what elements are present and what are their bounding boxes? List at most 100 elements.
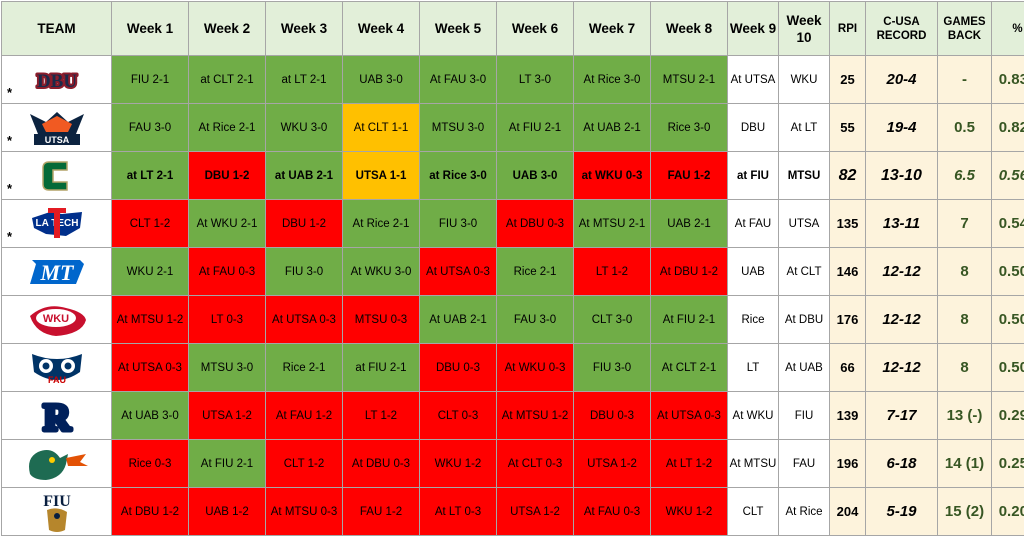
week-7-result: At FAU 0-3 — [574, 488, 651, 536]
week-2-result: At FAU 0-3 — [189, 248, 266, 296]
team-cell — [2, 440, 112, 488]
win-pct-value: 0.250 — [992, 440, 1024, 488]
week-5-result: CLT 0-3 — [420, 392, 497, 440]
record-value: 12-12 — [866, 248, 938, 296]
rpi-value: 55 — [830, 104, 866, 152]
team-cell: FAU — [2, 344, 112, 392]
svg-text:FIU: FIU — [43, 493, 71, 510]
week-8-result: WKU 1-2 — [651, 488, 728, 536]
header-week-1: Week 1 — [112, 2, 189, 56]
svg-text:FAU: FAU — [48, 375, 66, 385]
week-6-result: At WKU 0-3 — [497, 344, 574, 392]
week-4-result: At Rice 2-1 — [343, 200, 420, 248]
week-5-result: at Rice 3-0 — [420, 152, 497, 200]
games-back-value: 13 (-) — [938, 392, 992, 440]
week-7-result: At MTSU 2-1 — [574, 200, 651, 248]
week-6-result: LT 3-0 — [497, 56, 574, 104]
week-5-result: FIU 3-0 — [420, 200, 497, 248]
week-7-result: FIU 3-0 — [574, 344, 651, 392]
week-1-result: At UAB 3-0 — [112, 392, 189, 440]
games-back-value: 0.5 — [938, 104, 992, 152]
header-week-10: Week 10 — [779, 2, 830, 56]
rpi-value: 25 — [830, 56, 866, 104]
team-logo-r-icon: RR — [37, 396, 77, 436]
week-6-result: UAB 3-0 — [497, 152, 574, 200]
games-back-value: 7 — [938, 200, 992, 248]
svg-text:MT: MT — [39, 260, 75, 285]
week-2-result: At Rice 2-1 — [189, 104, 266, 152]
clinched-marker: * — [7, 133, 12, 148]
rpi-value: 139 — [830, 392, 866, 440]
week-7-result: CLT 3-0 — [574, 296, 651, 344]
team-cell: UTSA * — [2, 104, 112, 152]
rpi-value: 146 — [830, 248, 866, 296]
week-6-result: UTSA 1-2 — [497, 488, 574, 536]
header-week-2: Week 2 — [189, 2, 266, 56]
week-5-result: DBU 0-3 — [420, 344, 497, 392]
week-5-result: WKU 1-2 — [420, 440, 497, 488]
record-value: 12-12 — [866, 296, 938, 344]
rpi-value: 135 — [830, 200, 866, 248]
header-week-8: Week 8 — [651, 2, 728, 56]
win-pct-value: 0.500 — [992, 344, 1024, 392]
week-7-result: LT 1-2 — [574, 248, 651, 296]
svg-text:UTSA: UTSA — [44, 135, 69, 145]
team-cell: WKU — [2, 296, 112, 344]
week-8-result: Rice 3-0 — [651, 104, 728, 152]
week-6-result: At MTSU 1-2 — [497, 392, 574, 440]
week-3-result: At MTSU 0-3 — [266, 488, 343, 536]
week-10-opponent: At Rice — [779, 488, 830, 536]
week-9-opponent: Rice — [728, 296, 779, 344]
week-10-opponent: WKU — [779, 56, 830, 104]
games-back-value: 6.5 — [938, 152, 992, 200]
week-4-result: LT 1-2 — [343, 392, 420, 440]
rpi-value: 66 — [830, 344, 866, 392]
team-cell: FIU — [2, 488, 112, 536]
week-2-result: LT 0-3 — [189, 296, 266, 344]
record-value: 19-4 — [866, 104, 938, 152]
week-2-result: UAB 1-2 — [189, 488, 266, 536]
week-4-result: At WKU 3-0 — [343, 248, 420, 296]
week-4-result: At DBU 0-3 — [343, 440, 420, 488]
week-5-result: MTSU 3-0 — [420, 104, 497, 152]
week-10-opponent: At DBU — [779, 296, 830, 344]
header-week-4: Week 4 — [343, 2, 420, 56]
clinched-marker: * — [7, 181, 12, 196]
week-3-result: FIU 3-0 — [266, 248, 343, 296]
week-7-result: At Rice 3-0 — [574, 56, 651, 104]
games-back-value: - — [938, 56, 992, 104]
svg-text:DBU: DBU — [36, 71, 76, 92]
week-4-result: FAU 1-2 — [343, 488, 420, 536]
week-1-result: FAU 3-0 — [112, 104, 189, 152]
win-pct-value: 0.833 — [992, 56, 1024, 104]
week-7-result: At UAB 2-1 — [574, 104, 651, 152]
win-pct-value: 0.292 — [992, 392, 1024, 440]
team-cell: MT — [2, 248, 112, 296]
week-6-result: At FIU 2-1 — [497, 104, 574, 152]
header-week-9: Week 9 — [728, 2, 779, 56]
team-logo-mt-icon: MT — [26, 254, 88, 290]
record-value: 12-12 — [866, 344, 938, 392]
week-3-result: at UAB 2-1 — [266, 152, 343, 200]
team-logo-fau-icon: FAU — [26, 348, 88, 388]
games-back-value: 8 — [938, 344, 992, 392]
week-10-opponent: FAU — [779, 440, 830, 488]
week-7-result: DBU 0-3 — [574, 392, 651, 440]
week-5-result: At LT 0-3 — [420, 488, 497, 536]
rpi-value: 176 — [830, 296, 866, 344]
header-week-3: Week 3 — [266, 2, 343, 56]
rpi-value: 204 — [830, 488, 866, 536]
week-8-result: At DBU 1-2 — [651, 248, 728, 296]
header-record: C-USA RECORD — [866, 2, 938, 56]
week-1-result: WKU 2-1 — [112, 248, 189, 296]
week-3-result: DBU 1-2 — [266, 200, 343, 248]
week-10-opponent: UTSA — [779, 200, 830, 248]
games-back-value: 8 — [938, 248, 992, 296]
